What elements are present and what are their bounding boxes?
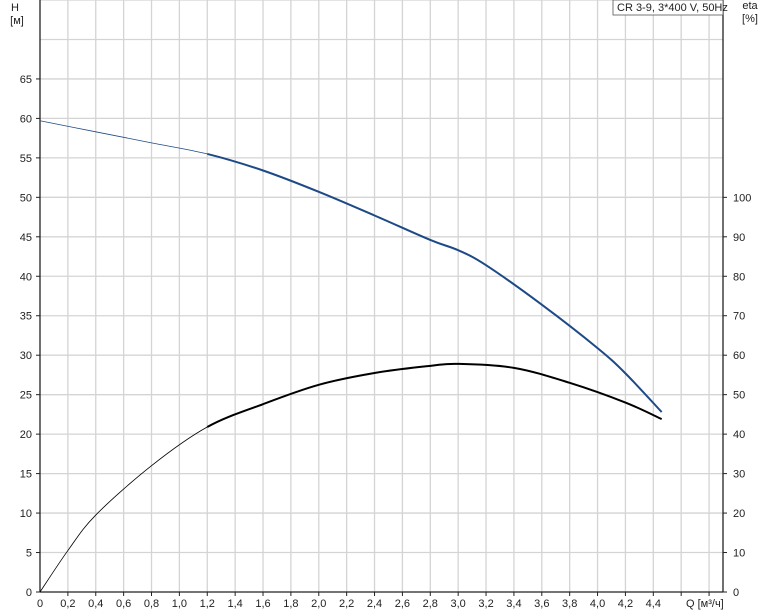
y2-tick-label: 0: [733, 587, 739, 599]
x-tick-label: 1,2: [200, 598, 215, 610]
y-tick-label: 25: [20, 390, 32, 402]
x-tick-label: 1,0: [172, 598, 187, 610]
y2-tick-label: 80: [733, 271, 745, 283]
x-tick-label: 0,4: [88, 598, 103, 610]
y2-tick-label: 10: [733, 548, 745, 560]
y-tick-label: 65: [20, 74, 32, 86]
y-tick-label: 15: [20, 469, 32, 481]
x-tick-label: 4,2: [618, 598, 633, 610]
x-tick-label: 4,4: [646, 598, 661, 610]
H-curve: [207, 152, 663, 413]
grid: [40, 0, 723, 592]
y-axis-unit: [м]: [10, 15, 24, 27]
y-axis-label: H: [11, 2, 19, 14]
x-tick-label: 4,0: [590, 598, 605, 610]
y2-axis-unit: [%]: [742, 13, 758, 25]
x-tick-label: 2,6: [395, 598, 410, 610]
x-tick-label: 1,4: [227, 598, 242, 610]
eta-curve-thin: [39, 426, 208, 593]
curves: [39, 120, 663, 593]
x-tick-label: 3,4: [506, 598, 521, 610]
y2-tick-label: 60: [733, 350, 745, 362]
eta-curve: [206, 362, 663, 428]
x-tick-label: 1,8: [283, 598, 298, 610]
y-tick-label: 60: [20, 113, 32, 125]
y2-tick-label: 100: [733, 192, 751, 204]
y2-tick-label: 50: [733, 390, 745, 402]
x-tick-label: 2,2: [339, 598, 354, 610]
y-tick-label: 55: [20, 153, 32, 165]
legend-box: [612, 0, 724, 16]
H-curve-thin: [39, 120, 208, 155]
x-tick-label: 3,8: [562, 598, 577, 610]
y2-tick-label: 40: [733, 429, 745, 441]
y2-axis-label: eta: [742, 0, 758, 12]
y-tick-label: 0: [26, 587, 32, 599]
y-tick-label: 30: [20, 350, 32, 362]
x-tick-label: 1,6: [255, 598, 270, 610]
y-tick-label: 40: [20, 271, 32, 283]
x-tick-label: 2,8: [423, 598, 438, 610]
y-tick-label: 35: [20, 311, 32, 323]
x-tick-label: 3,6: [534, 598, 549, 610]
x-tick-label: 0,6: [116, 598, 131, 610]
y2-tick-label: 70: [733, 311, 745, 323]
x-tick-label: 3,2: [478, 598, 493, 610]
ticks: 0 0,2 0,4 0,6 0,8 1,0 1,2 1,4 1,6 1,8 2,0 2,2 2,4 2,6…: [20, 74, 752, 610]
x-axis-label: Q [м³/ч]: [686, 598, 724, 610]
x-tick-label: 2,4: [367, 598, 382, 610]
y2-tick-label: 30: [733, 469, 745, 481]
x-tick-label: 0,2: [60, 598, 75, 610]
axes: [39, 0, 724, 593]
y-tick-label: 5: [26, 548, 32, 560]
y-tick-label: 50: [20, 192, 32, 204]
x-tick-label: 2,0: [311, 598, 326, 610]
y-tick-label: 45: [20, 232, 32, 244]
legend-title: CR 3-9, 3*400 V, 50Hz: [617, 2, 728, 14]
y-tick-label: 20: [20, 429, 32, 441]
y-tick-label: 10: [20, 508, 32, 520]
y2-tick-label: 90: [733, 232, 745, 244]
x-tick-label: 0,8: [144, 598, 159, 610]
y2-tick-label: 20: [733, 508, 745, 520]
x-tick-label: 3,0: [451, 598, 466, 610]
x-tick-label: 0: [37, 598, 43, 610]
